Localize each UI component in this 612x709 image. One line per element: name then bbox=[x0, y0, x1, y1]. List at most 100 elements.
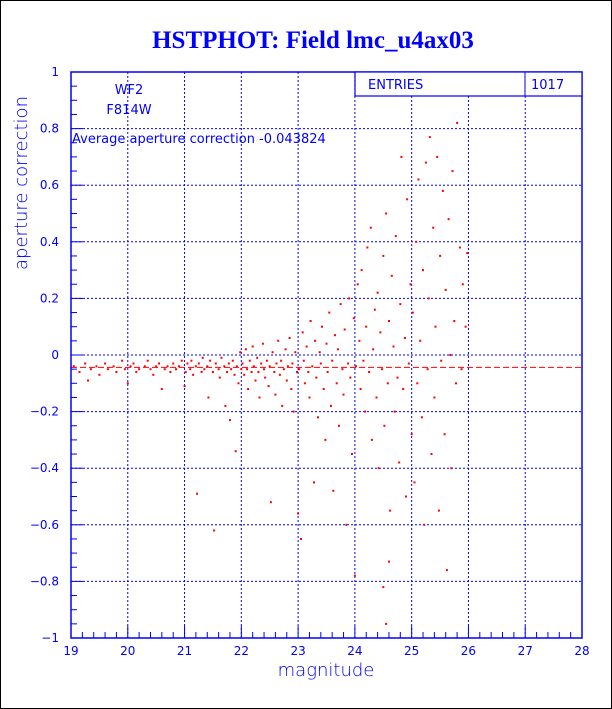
data-point bbox=[332, 489, 335, 492]
chart-title: HSTPHOT: Field lmc_u4ax03 bbox=[152, 27, 474, 54]
entries-value: 1017 bbox=[531, 78, 564, 93]
data-point bbox=[177, 365, 180, 368]
data-point bbox=[455, 382, 457, 385]
data-point bbox=[126, 382, 129, 385]
data-point bbox=[324, 438, 327, 441]
data-point bbox=[297, 512, 300, 515]
data-point bbox=[286, 365, 289, 368]
data-point bbox=[445, 569, 448, 572]
data-point bbox=[214, 362, 217, 365]
data-point bbox=[311, 365, 314, 368]
data-point bbox=[112, 365, 115, 368]
data-point bbox=[138, 368, 141, 371]
data-point bbox=[78, 371, 81, 373]
data-point bbox=[409, 283, 412, 286]
data-point bbox=[341, 368, 344, 371]
data-point bbox=[405, 495, 407, 498]
data-point bbox=[274, 393, 277, 396]
data-point bbox=[84, 362, 87, 365]
data-point bbox=[394, 235, 397, 238]
y-tick-label: 1 bbox=[51, 65, 59, 79]
data-point bbox=[239, 351, 242, 354]
data-point bbox=[381, 368, 384, 371]
y-tick-label: −0.4 bbox=[30, 461, 59, 475]
data-point bbox=[223, 365, 226, 368]
data-point bbox=[183, 385, 186, 388]
stats-box-frame bbox=[354, 71, 583, 97]
data-point bbox=[143, 365, 146, 368]
data-point bbox=[309, 320, 312, 322]
data-point bbox=[290, 388, 293, 390]
data-point bbox=[267, 385, 270, 388]
data-point bbox=[440, 359, 443, 362]
data-point bbox=[450, 467, 453, 470]
data-point bbox=[317, 416, 319, 419]
data-point bbox=[189, 368, 192, 371]
data-point bbox=[368, 371, 371, 373]
data-point bbox=[325, 342, 328, 345]
data-point bbox=[375, 396, 378, 399]
data-point bbox=[241, 362, 244, 365]
data-point bbox=[229, 419, 231, 422]
data-point bbox=[461, 283, 464, 286]
grid-lines bbox=[71, 72, 582, 638]
data-point bbox=[360, 269, 363, 272]
data-point bbox=[246, 368, 248, 371]
y-tick-label: 0.8 bbox=[40, 122, 59, 136]
data-point bbox=[166, 365, 169, 368]
data-point bbox=[292, 410, 295, 413]
data-point bbox=[291, 362, 294, 365]
data-point bbox=[121, 359, 124, 362]
data-point bbox=[335, 382, 338, 385]
data-point bbox=[392, 345, 395, 348]
data-point bbox=[399, 303, 402, 306]
data-point bbox=[352, 317, 355, 320]
data-point bbox=[190, 359, 193, 362]
data-point bbox=[342, 393, 345, 396]
data-point bbox=[123, 368, 126, 371]
data-point bbox=[388, 560, 390, 563]
data-point bbox=[280, 359, 283, 362]
data-point bbox=[348, 297, 351, 300]
data-point bbox=[389, 509, 392, 512]
data-point bbox=[416, 382, 419, 385]
y-tick-label: 0 bbox=[51, 348, 59, 362]
data-point bbox=[393, 410, 396, 413]
data-point bbox=[227, 362, 230, 365]
data-point bbox=[197, 362, 200, 365]
data-point bbox=[423, 523, 426, 526]
data-point bbox=[155, 365, 158, 368]
data-point bbox=[132, 362, 135, 365]
data-point bbox=[175, 368, 177, 371]
data-point bbox=[252, 365, 255, 368]
data-point bbox=[349, 376, 352, 379]
data-point bbox=[456, 121, 459, 124]
data-point bbox=[201, 356, 204, 359]
data-point bbox=[411, 311, 414, 314]
data-point bbox=[422, 269, 424, 272]
data-point bbox=[436, 155, 439, 158]
data-point bbox=[362, 359, 365, 362]
data-point bbox=[258, 396, 261, 399]
camera-label: WF2 bbox=[115, 83, 144, 98]
data-point bbox=[264, 376, 267, 379]
data-point bbox=[251, 345, 254, 348]
data-point bbox=[211, 371, 214, 373]
data-point bbox=[184, 371, 187, 373]
data-point bbox=[226, 371, 229, 373]
data-point bbox=[152, 373, 155, 376]
data-point bbox=[370, 438, 373, 441]
data-point bbox=[160, 388, 163, 390]
data-point bbox=[209, 359, 212, 362]
x-tick-label: 20 bbox=[120, 644, 135, 658]
data-point bbox=[364, 410, 367, 413]
y-tick-label: −0.6 bbox=[30, 518, 59, 532]
y-tick-label: −0.8 bbox=[30, 574, 59, 588]
data-point bbox=[321, 325, 323, 328]
data-point bbox=[355, 365, 357, 368]
data-point bbox=[302, 359, 305, 362]
data-point bbox=[254, 379, 257, 382]
data-point bbox=[243, 373, 246, 376]
x-tick-label: 26 bbox=[461, 644, 476, 658]
axis-ticks: 19 20 21 22 23 24 25 26 27 28 −1 −0.8 −0.6 −0.4 −0.2 0 0… bbox=[30, 65, 590, 658]
